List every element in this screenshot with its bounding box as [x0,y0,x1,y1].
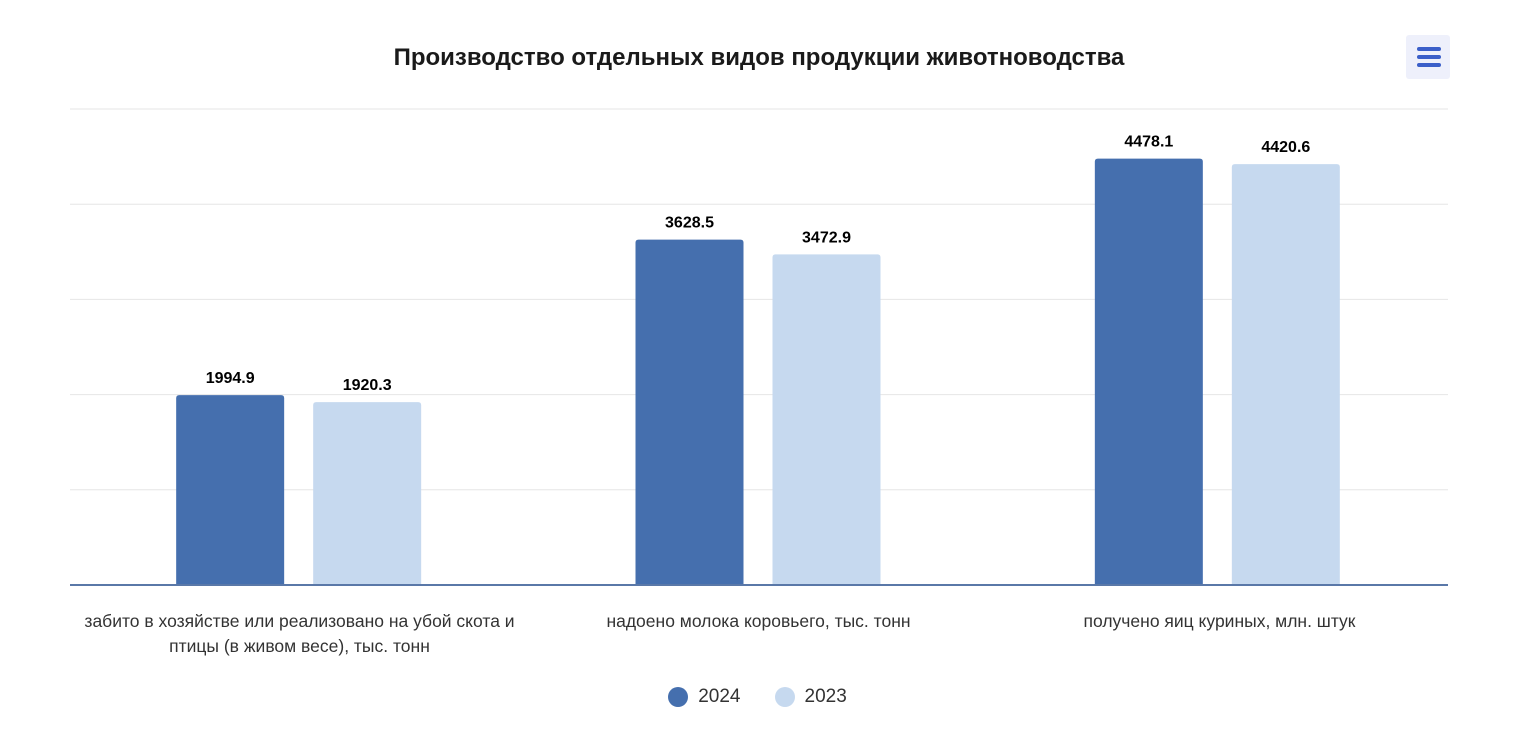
legend-item-2024[interactable]: 2024 [668,686,741,708]
data-label: 1920.3 [343,377,392,394]
category-label: получено яиц куриных, млн. штук [1083,611,1356,631]
category-label: забито в хозяйстве или реализовано на уб… [84,611,515,656]
bar-2024 [176,395,285,585]
data-label: 4478.1 [1124,134,1173,151]
bar-2023 [313,402,422,585]
legend-item-2023[interactable]: 2023 [774,686,847,708]
data-label: 4420.6 [1261,139,1310,156]
data-label: 3472.9 [802,229,851,246]
hamburger-menu-icon [1417,47,1441,51]
data-label: 3628.5 [665,215,714,232]
bar-2024 [1094,158,1203,585]
legend: 2024 2023 [0,686,1515,708]
hamburger-menu-icon-line [1417,55,1441,59]
chart-title: Производство отдельных видов продукции ж… [393,44,1125,71]
chart-menu-button[interactable] [1406,35,1450,79]
legend-label: 2023 [804,686,847,707]
data-label: 1994.9 [206,370,255,387]
legend-label: 2024 [698,686,741,707]
legend-marker [774,687,795,707]
hamburger-menu-icon-line [1417,63,1441,67]
bar-2023 [772,254,881,585]
bar-2023 [1231,164,1340,585]
legend-marker [668,687,689,707]
bar-2024 [635,239,744,585]
category-label: надоено молока коровьего, тыс. тонн [606,611,911,631]
